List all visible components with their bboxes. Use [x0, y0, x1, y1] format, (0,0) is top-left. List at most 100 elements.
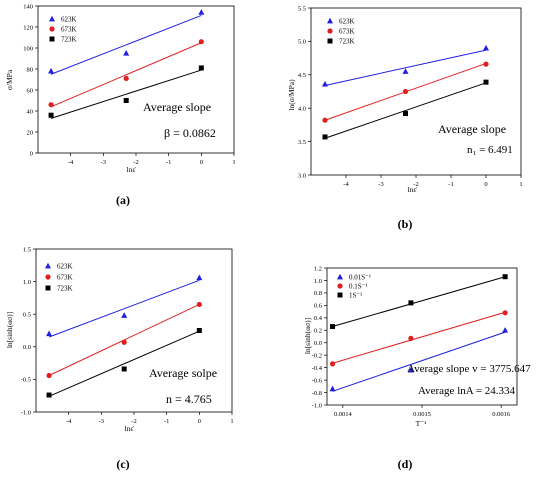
panel-d-caption: (d): [398, 457, 413, 471]
panel-c-ytick-label: 0.0: [23, 344, 31, 351]
panel-d-ytick-label: -0.6: [312, 377, 323, 384]
panel-a-data-point: [48, 67, 55, 74]
panel-d-xtick-label: 0.0015: [413, 411, 431, 418]
panel-c-legend-label: 673K: [57, 274, 73, 282]
panel-b-xtick-label: -3: [378, 181, 383, 188]
panel-b-legend-label: 673K: [339, 28, 355, 36]
panel-d-ytick-label: -0.2: [312, 352, 322, 359]
panel-d-data-point: [329, 361, 336, 367]
panel-b-xtick-label: -1: [448, 181, 453, 188]
panel-b-data-point: [402, 88, 409, 95]
panel-b-annotation-1: Average slope: [438, 122, 506, 136]
panel-c-ylabel: ln[sinh(ασ)]: [5, 312, 14, 348]
panel-c-ytick-label: 1.5: [23, 246, 31, 253]
panel-d-legend-label: 0.1S⁻¹: [349, 283, 367, 291]
panel-a-ytick-label: 80: [27, 66, 34, 73]
panel-a-data-point: [48, 112, 54, 118]
panel-a-data-point: [123, 50, 130, 56]
panel-b-ytick-label: 5.0: [298, 39, 306, 46]
panel-b-legend-marker: [327, 28, 333, 34]
panel-b-data-point: [402, 68, 409, 74]
panel-c-data-point: [196, 274, 203, 281]
panel-b-data-point: [322, 80, 328, 87]
panel-d-data-point: [502, 327, 509, 333]
panel-d-ytick-label: 0.8: [314, 290, 322, 297]
panel-b-xtick-label: -4: [343, 181, 349, 188]
panel-c-xtick-label: 0: [198, 418, 201, 425]
panel-c-fit-line: [48, 279, 200, 338]
panel-d-xtick-label: 0.0016: [492, 411, 511, 418]
panel-c-xtick-label: -3: [99, 418, 104, 425]
panel-a-data-point: [123, 75, 129, 82]
panel-b-ylabel: ln(σ/MPa): [287, 79, 296, 111]
panel-b-caption: (b): [398, 217, 413, 231]
panel-b-xtick-label: 0: [484, 181, 487, 188]
panel-c-data-point: [46, 392, 52, 398]
panel-d-fit-line: [332, 331, 506, 392]
panel-a-ylabel: σ/MPa: [5, 69, 14, 90]
panel-b-data-point: [483, 61, 489, 67]
panel-a-fit-line: [50, 42, 202, 108]
panel-d-ytick-label: 0.4: [314, 315, 323, 322]
panel-c: -4 -3 -2 -1 0 1 -1.0 -0.5 0.0 0.5 1.0 1.5 623K 673K 72…: [5, 246, 234, 471]
panel-c-content: -4 -3 -2 -1 0 1 -1.0 -0.5 0.0 0.5 1.0 1.5 623K 673K 72…: [21, 246, 234, 425]
panel-a-ytick-label: 0: [30, 150, 33, 157]
panel-a-ytick-label: 100: [23, 45, 33, 52]
panel-d-annotation-1: Average slope v = 3775.647: [407, 363, 531, 375]
panel-d-ytick-label: -0.4: [312, 365, 323, 372]
panel-d: 0.0014 0.0015 0.0016 -1.0 -0.8 -0.6 -0.4 -0.2 0.…: [303, 265, 531, 471]
panel-d-legend-marker: [337, 292, 343, 298]
panel-c-caption: (c): [116, 457, 129, 471]
panel-a-fit-line: [50, 14, 202, 75]
panel-b-xlabel: lnε̇: [408, 185, 418, 194]
panel-b-ytick-label: 4.0: [298, 106, 306, 113]
panel-b-xtick-label: -2: [413, 181, 418, 188]
panel-c-data-point: [46, 330, 53, 337]
panel-b-ytick-label: 3.5: [298, 139, 306, 146]
panel-d-ytick-label: 0.2: [314, 328, 322, 335]
panel-d-ytick-label: 0.6: [314, 303, 323, 310]
panel-d-data-point: [329, 385, 336, 392]
panel-d-fit-line: [332, 311, 506, 364]
panel-b-data-point: [483, 44, 489, 51]
panel-b-xtick-label: 1: [519, 181, 522, 188]
panel-c-data-point: [121, 339, 127, 345]
panel-a-data-point: [48, 102, 54, 108]
panel-c-data-point: [121, 366, 127, 372]
panel-b-legend-label: 623K: [339, 18, 355, 26]
panel-a-ytick-label: 40: [27, 108, 34, 115]
panel-d-ytick-label: -1.0: [312, 402, 322, 409]
panel-a: -4 -3 -2 -1 0 1020406080100120140623K673K723K…: [5, 3, 236, 207]
panel-a-annotation-1: Average slope: [143, 100, 211, 114]
panel-a-legend-label: 723K: [61, 36, 77, 44]
panel-a-xtick-label: -4: [68, 159, 74, 166]
panel-d-data-point: [408, 300, 414, 306]
panel-b-ytick-label: 4.5: [298, 72, 306, 79]
panel-d-ytick-label: 0.0: [314, 340, 322, 347]
panel-c-xtick-label: -4: [66, 418, 72, 425]
panel-b-fit-line: [324, 49, 487, 86]
panel-d-data-point: [502, 274, 508, 280]
panel-d-xtick-label: 0.0014: [334, 411, 353, 418]
panel-a-data-point: [198, 9, 205, 15]
panel-c-legend-label: 723K: [57, 285, 73, 293]
panel-c-xtick-label: -1: [164, 418, 169, 425]
panel-d-ytick-label: 1.0: [314, 278, 322, 285]
panel-b-legend-marker: [327, 38, 333, 44]
panel-c-xtick-label: -2: [131, 418, 136, 425]
panel-b-data-point: [322, 134, 328, 140]
panel-a-xtick-label: 1: [232, 159, 235, 166]
panel-d-fit-line: [332, 276, 506, 328]
panel-c-data-point: [46, 372, 52, 379]
panel-c-annotation-2: n = 4.765: [166, 392, 212, 406]
panel-c-ytick-label: 1.0: [23, 279, 31, 286]
panel-d-data-point: [502, 310, 508, 316]
panel-a-ytick-label: 140: [23, 3, 33, 10]
panel-d-legend-label: 1S⁻¹: [349, 292, 362, 300]
panel-b-legend-marker: [327, 17, 333, 24]
panel-d-data-point: [408, 335, 414, 341]
panel-b-ytick-label: 5.5: [298, 5, 306, 12]
panel-c-legend-marker: [45, 285, 51, 291]
panel-a-fit-line: [50, 69, 202, 119]
